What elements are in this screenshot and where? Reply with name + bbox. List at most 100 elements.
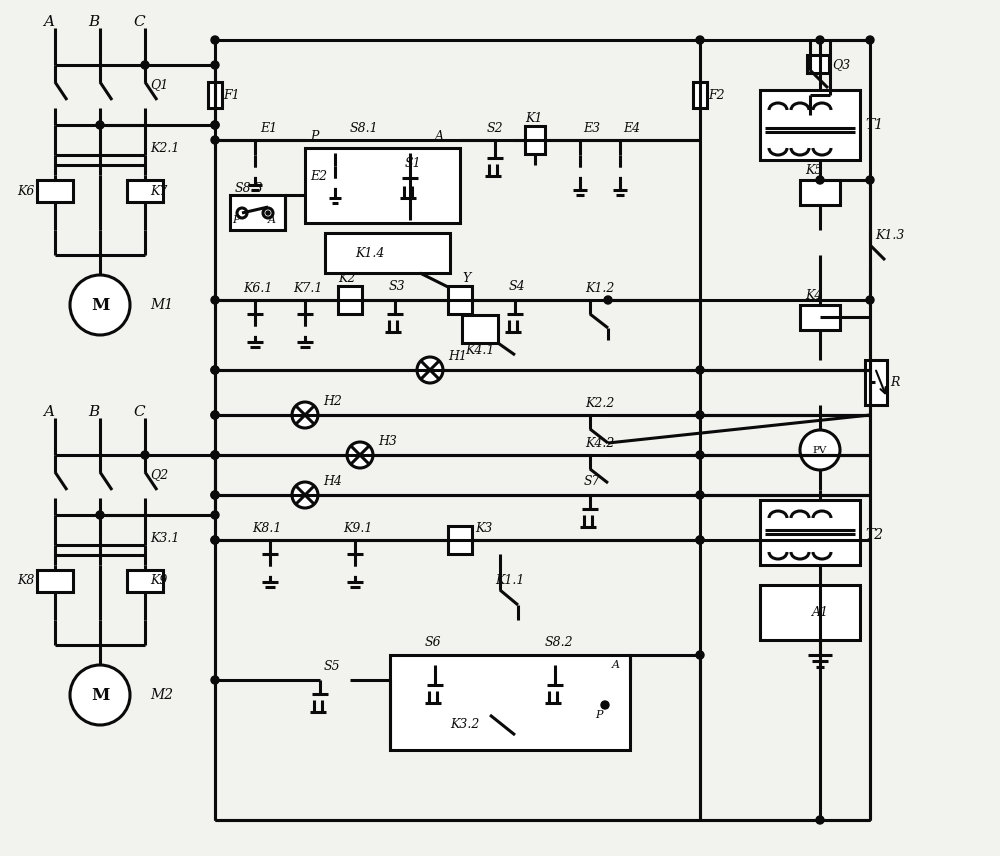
- Text: K1.2: K1.2: [585, 282, 614, 294]
- Circle shape: [211, 451, 219, 459]
- Circle shape: [696, 536, 704, 544]
- Text: E2: E2: [310, 169, 327, 182]
- Text: K1.3: K1.3: [875, 229, 904, 241]
- Circle shape: [70, 275, 130, 335]
- Circle shape: [70, 665, 130, 725]
- Text: S1: S1: [405, 157, 422, 169]
- Bar: [37, 570, 73, 592]
- Text: S4: S4: [509, 280, 526, 293]
- Bar: [760, 90, 860, 160]
- Circle shape: [696, 491, 704, 499]
- Circle shape: [696, 651, 704, 659]
- Text: F2: F2: [708, 88, 725, 102]
- Bar: [760, 585, 860, 640]
- Text: K1.1: K1.1: [495, 574, 524, 586]
- Text: PV: PV: [813, 445, 827, 455]
- Text: H3: H3: [378, 435, 397, 448]
- Bar: [800, 305, 840, 330]
- Text: S2: S2: [487, 122, 504, 134]
- Bar: [800, 180, 840, 205]
- Text: E1: E1: [260, 122, 277, 134]
- Text: Q3: Q3: [832, 58, 850, 72]
- Text: S6: S6: [425, 637, 442, 650]
- Text: K2.2: K2.2: [585, 396, 614, 409]
- Bar: [448, 526, 472, 554]
- Circle shape: [211, 536, 219, 544]
- Text: H1: H1: [448, 349, 467, 362]
- Text: M: M: [91, 296, 109, 313]
- Circle shape: [266, 211, 270, 215]
- Circle shape: [237, 208, 247, 218]
- Text: K2.1: K2.1: [150, 141, 179, 154]
- Bar: [230, 195, 285, 230]
- Circle shape: [696, 536, 704, 544]
- Circle shape: [601, 701, 609, 709]
- Text: K4.2: K4.2: [585, 437, 614, 449]
- Bar: [390, 655, 630, 750]
- Circle shape: [816, 816, 824, 824]
- Text: B: B: [88, 15, 99, 29]
- Text: T1: T1: [865, 118, 883, 132]
- Circle shape: [211, 491, 219, 499]
- Text: A: A: [435, 129, 444, 142]
- Text: H2: H2: [323, 395, 342, 407]
- Circle shape: [211, 136, 219, 144]
- Text: M2: M2: [150, 688, 173, 702]
- Circle shape: [141, 61, 149, 69]
- Text: A: A: [612, 660, 620, 670]
- Text: K7.1: K7.1: [293, 282, 322, 294]
- Text: A: A: [268, 215, 276, 225]
- Text: K5: K5: [805, 163, 822, 176]
- Circle shape: [211, 411, 219, 419]
- Circle shape: [96, 511, 104, 519]
- Circle shape: [211, 366, 219, 374]
- Circle shape: [141, 451, 149, 459]
- Bar: [305, 148, 460, 223]
- Bar: [448, 286, 472, 314]
- Circle shape: [696, 366, 704, 374]
- Text: S8.1: S8.1: [350, 122, 379, 134]
- Circle shape: [696, 36, 704, 44]
- Text: K3.1: K3.1: [150, 532, 179, 544]
- Text: K7: K7: [150, 185, 167, 198]
- Circle shape: [211, 451, 219, 459]
- Text: K4.1: K4.1: [465, 343, 494, 356]
- Text: K1: K1: [525, 111, 542, 124]
- Text: K4: K4: [805, 288, 822, 301]
- Bar: [127, 570, 163, 592]
- Text: S5: S5: [324, 659, 341, 673]
- Text: E4: E4: [623, 122, 640, 134]
- Text: S8.3: S8.3: [235, 181, 264, 194]
- Text: K1.4: K1.4: [355, 247, 384, 259]
- Circle shape: [211, 296, 219, 304]
- Circle shape: [347, 442, 373, 468]
- Bar: [760, 500, 860, 565]
- Text: B: B: [88, 405, 99, 419]
- Text: P: P: [232, 215, 240, 225]
- Circle shape: [211, 491, 219, 499]
- Circle shape: [211, 121, 219, 129]
- Bar: [338, 286, 362, 314]
- Circle shape: [211, 36, 219, 44]
- Bar: [127, 180, 163, 202]
- Text: P: P: [310, 129, 318, 142]
- Text: K3.2: K3.2: [450, 718, 479, 732]
- Circle shape: [96, 121, 104, 129]
- Circle shape: [417, 357, 443, 383]
- Text: C: C: [133, 405, 145, 419]
- Circle shape: [800, 430, 840, 470]
- Text: K2: K2: [338, 271, 355, 284]
- Text: S8.2: S8.2: [545, 637, 574, 650]
- Bar: [208, 82, 222, 108]
- Circle shape: [211, 61, 219, 69]
- Circle shape: [211, 511, 219, 519]
- Circle shape: [866, 176, 874, 184]
- Text: Q2: Q2: [150, 468, 168, 482]
- Text: K9.1: K9.1: [343, 521, 372, 534]
- Text: M: M: [91, 687, 109, 704]
- Bar: [325, 233, 450, 273]
- Circle shape: [263, 208, 273, 218]
- Text: S7: S7: [584, 474, 601, 488]
- Circle shape: [211, 121, 219, 129]
- Circle shape: [211, 411, 219, 419]
